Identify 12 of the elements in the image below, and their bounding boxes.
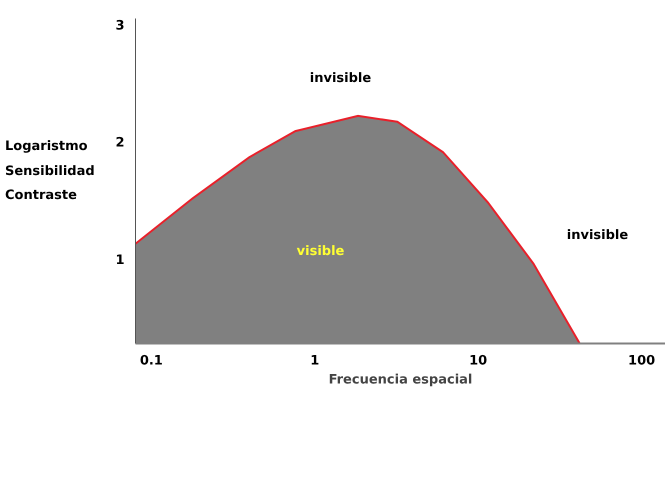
- x-tick-label: 1: [310, 354, 320, 368]
- annotation: invisible: [310, 71, 372, 86]
- y-tick-label: 3: [115, 18, 124, 34]
- y-tick-label: 1: [115, 253, 124, 268]
- annotation: visible: [296, 244, 345, 259]
- x-tick-label: 10: [469, 354, 488, 368]
- y-tick-label: 2: [115, 136, 124, 151]
- x-axis-title: Frecuencia espacial: [328, 372, 472, 388]
- y-axis-title: Logaristmo Sensibilidad Contraste: [5, 138, 96, 206]
- x-tick-label: 100: [628, 354, 656, 368]
- x-tick-label: 0.1: [140, 354, 163, 368]
- annotation: invisible: [566, 228, 628, 243]
